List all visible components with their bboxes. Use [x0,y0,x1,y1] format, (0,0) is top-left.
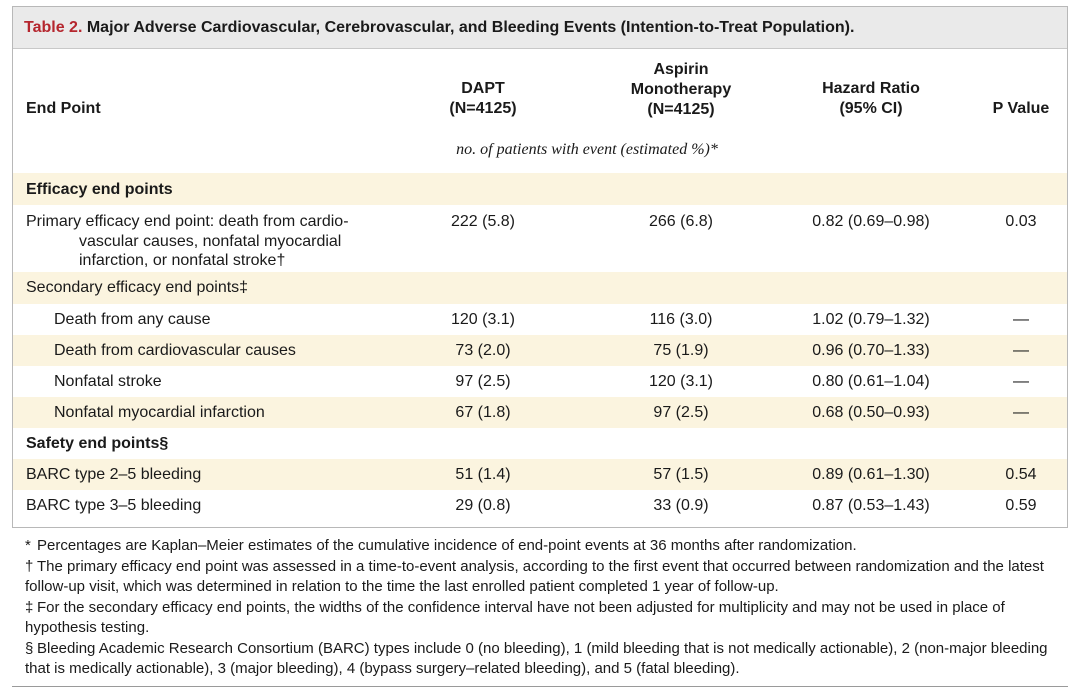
row-label: Primary efficacy end point: death from c… [26,212,349,271]
cell-p-value: — [1013,342,1029,359]
row-label-line3: infarction, or nonfatal stroke† [79,252,286,269]
table-number: Table 2. [24,19,83,36]
results-table: Table 2. Major Adverse Cardiovascular, C… [12,6,1068,528]
cell-hazard-ratio: 0.68 (0.50–0.93) [812,404,930,421]
header-p-value: P Value [992,100,1050,117]
cell-dapt: 222 (5.8) [450,213,516,230]
cell-dapt: 29 (0.8) [455,497,511,514]
cell-p-value: — [1013,404,1029,421]
cell-hazard-ratio: 1.02 (0.79–1.32) [812,311,930,328]
header-end-point: End Point [26,100,101,117]
table-row: Primary efficacy end point: death from c… [13,205,1067,272]
footnote: * Percentages are Kaplan–Meier estimates … [25,536,1065,557]
header-aspirin: Aspirin Monotherapy (N=4125) [606,60,756,120]
table-title: Table 2. Major Adverse Cardiovascular, C… [13,7,1067,49]
footnote: § Bleeding Academic Research Consortium (… [25,639,1065,680]
cell-dapt: 51 (1.4) [455,466,511,483]
section-label-secondary: Secondary efficacy end points‡ [26,279,249,296]
row-label-line2: vascular causes, nonfatal myocardial [79,232,342,250]
table-row: Secondary efficacy end points‡ [13,272,1067,304]
table-row: Death from any cause 120 (3.1) 116 (3.0)… [13,304,1067,335]
cell-aspirin: 97 (2.5) [653,404,709,421]
cell-dapt: 120 (3.1) [450,311,516,328]
table-row: Safety end points§ [13,428,1067,459]
cell-hazard-ratio: 0.87 (0.53–1.43) [812,497,930,514]
cell-aspirin: 57 (1.5) [653,466,709,483]
table-row: Efficacy end points [13,173,1067,205]
section-label-efficacy: Efficacy end points [26,181,173,198]
cell-dapt: 73 (2.0) [455,342,511,359]
cell-p-value: 0.03 [1005,213,1037,230]
table-row: Nonfatal stroke 97 (2.5) 120 (3.1) 0.80 … [13,366,1067,397]
cell-dapt: 67 (1.8) [455,404,511,421]
cell-dapt: 97 (2.5) [455,373,511,390]
footnote: ‡ For the secondary efficacy end points, … [25,598,1065,639]
cell-p-value: — [1013,311,1029,328]
header-hazard-ratio: Hazard Ratio (95% CI) [791,79,951,119]
bottom-divider [12,686,1068,687]
header-aspirin-name1: Aspirin [653,61,709,78]
footnote-text: For the secondary efficacy end points, t… [25,598,1005,637]
cell-aspirin: 120 (3.1) [648,373,714,390]
footnote-text: Percentages are Kaplan–Meier estimates o… [37,537,857,554]
footnotes: * Percentages are Kaplan–Meier estimates … [25,536,1065,680]
header-dapt: DAPT (N=4125) [418,79,548,119]
table-row: Death from cardiovascular causes 73 (2.0… [13,335,1067,366]
cell-p-value: 0.54 [1005,466,1037,483]
row-label: BARC type 2–5 bleeding [26,466,202,483]
table-row: BARC type 2–5 bleeding 51 (1.4) 57 (1.5)… [13,459,1067,490]
row-label: Nonfatal myocardial infarction [54,404,265,421]
footnote-symbol: † [25,557,34,575]
row-label: BARC type 3–5 bleeding [26,497,202,514]
header-hr-ci: (95% CI) [839,100,903,117]
header-aspirin-name2: Monotherapy [630,81,732,98]
cell-aspirin: 266 (6.8) [648,213,714,230]
cell-hazard-ratio: 0.89 (0.61–1.30) [812,466,930,483]
header-dapt-n: (N=4125) [449,100,517,117]
table-row: Nonfatal myocardial infarction 67 (1.8) … [13,397,1067,428]
footnote: † The primary efficacy end point was asse… [25,557,1065,598]
units-label: no. of patients with event (estimated %)… [456,141,718,158]
row-label: Death from any cause [54,311,211,328]
header-dapt-name: DAPT [461,80,505,97]
table-row: BARC type 3–5 bleeding 29 (0.8) 33 (0.9)… [13,490,1067,521]
table-caption: Major Adverse Cardiovascular, Cerebrovas… [82,19,855,36]
cell-hazard-ratio: 0.96 (0.70–1.33) [812,342,930,359]
header-aspirin-n: (N=4125) [647,101,715,118]
footnote-text: Bleeding Academic Research Consortium (B… [25,639,1048,678]
cell-hazard-ratio: 0.80 (0.61–1.04) [812,373,930,390]
footnote-text: The primary efficacy end point was asses… [25,557,1044,596]
cell-aspirin: 33 (0.9) [653,497,709,514]
footnote-symbol: * [25,537,31,554]
row-label: Nonfatal stroke [54,373,162,390]
section-label-safety: Safety end points§ [26,435,169,452]
cell-aspirin: 75 (1.9) [653,342,709,359]
row-label-line1: Primary efficacy end point: death from c… [26,213,349,230]
footnote-symbol: ‡ [25,598,34,616]
cell-aspirin: 116 (3.0) [649,311,713,328]
row-label: Death from cardiovascular causes [54,342,296,359]
footnote-symbol: § [25,639,34,657]
cell-p-value: — [1013,373,1029,390]
cell-p-value: 0.59 [1005,497,1037,514]
header-hr-name: Hazard Ratio [822,80,920,97]
cell-hazard-ratio: 0.82 (0.69–0.98) [812,213,930,230]
